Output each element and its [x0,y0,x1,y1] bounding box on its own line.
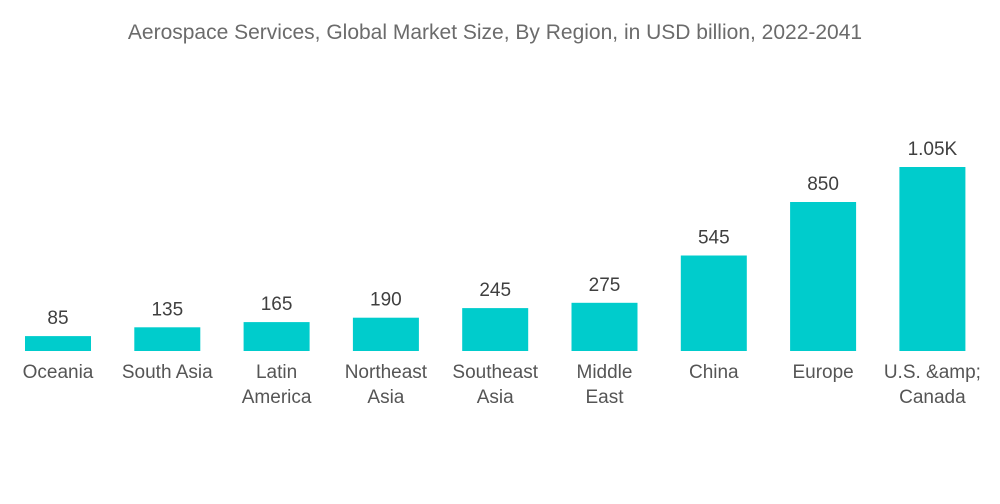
value-label: 850 [807,174,839,195]
bars-group [25,167,966,351]
category-labels-group: Oceania South Asia Latin America Northeast As… [23,362,981,408]
value-label: 135 [151,299,183,320]
category-label: Canada [899,387,966,408]
bar [352,317,419,351]
bar [134,327,201,351]
category-label: China [689,362,739,383]
bar [680,255,747,351]
category-label: America [242,387,312,408]
category-label: East [585,387,624,408]
category-label: Europe [792,362,853,383]
value-labels-group: 85 135 165 190 245 275 545 850 1.05K [47,139,957,329]
category-label: Latin [256,362,297,383]
value-label: 190 [370,290,402,311]
chart-title: Aerospace Services, Global Market Size, … [128,21,862,44]
category-label: South Asia [122,362,213,383]
category-label: U.S. &amp; [884,362,981,383]
category-label: Southeast [452,362,538,383]
category-label: Asia [477,387,514,408]
value-label: 165 [261,294,293,315]
value-label: 245 [479,280,511,301]
bar [899,167,966,351]
bar [25,336,91,351]
value-label: 275 [589,275,621,296]
bar [571,302,638,351]
value-label: 85 [47,308,68,329]
category-label: Middle [577,362,633,383]
value-label: 1.05K [908,139,958,160]
bar [790,202,857,351]
category-label: Asia [367,387,404,408]
bar [243,322,310,351]
value-label: 545 [698,228,730,249]
category-label: Northeast [345,362,428,383]
bar [462,308,529,351]
category-label: Oceania [23,362,94,383]
